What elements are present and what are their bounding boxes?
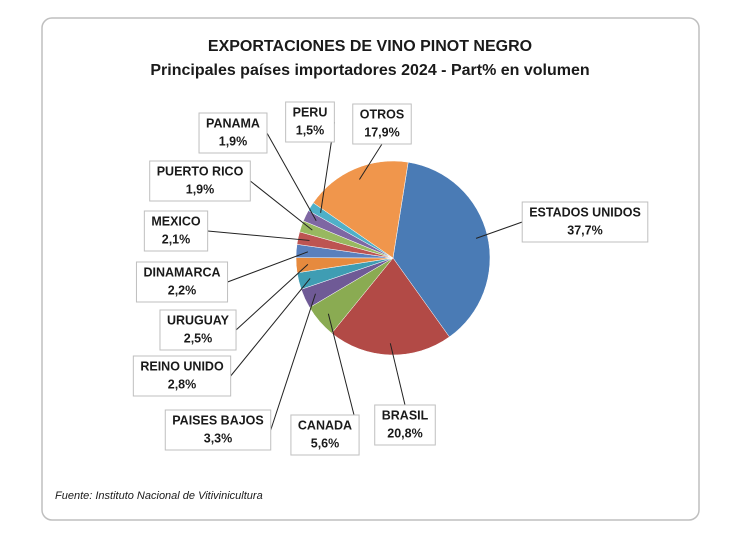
label-name: PANAMA xyxy=(206,116,260,130)
label-box xyxy=(198,112,268,154)
label-value: 2,5% xyxy=(184,331,213,345)
slice-label: PAISES BAJOS 3,3% xyxy=(164,409,272,451)
chart-title: EXPORTACIONES DE VINO PINOT NEGRO xyxy=(208,38,532,55)
leader-line xyxy=(266,132,317,221)
leader-line xyxy=(230,278,311,377)
slice-label: DINAMARCA 2,2% xyxy=(135,261,229,303)
label-value: 2,8% xyxy=(168,377,197,391)
label-box xyxy=(352,103,412,145)
label-box xyxy=(374,404,436,446)
slice-label: PANAMA 1,9% xyxy=(198,112,268,154)
pie-slice xyxy=(312,160,409,259)
slice-label: CANADA 5,6% xyxy=(290,414,360,456)
leader-line xyxy=(207,230,310,241)
slice-label: PUERTO RICO 1,9% xyxy=(149,160,251,202)
label-box xyxy=(285,101,335,143)
label-name: MEXICO xyxy=(151,214,201,228)
label-name: BRASIL xyxy=(382,408,429,422)
slice-label: ESTADOS UNIDOS 37,7% xyxy=(521,201,649,243)
label-box xyxy=(135,261,229,303)
label-box xyxy=(149,160,251,202)
labels: ESTADOS UNIDOS 37,7% BRASIL 20,8% CANADA 5,6%… xyxy=(132,101,649,456)
label-box xyxy=(159,309,237,351)
label-name: CANADA xyxy=(298,418,352,432)
label-box xyxy=(290,414,360,456)
label-value: 17,9% xyxy=(364,125,399,139)
leader-line xyxy=(389,343,406,406)
label-name: OTROS xyxy=(360,107,404,121)
label-value: 1,9% xyxy=(186,182,215,196)
leader-line xyxy=(227,251,309,283)
leader-line xyxy=(249,180,313,231)
label-name: REINO UNIDO xyxy=(140,359,224,373)
label-name: PUERTO RICO xyxy=(157,164,244,178)
slice-label: PERU 1,5% xyxy=(285,101,335,143)
label-box xyxy=(132,355,232,397)
slice-label: REINO UNIDO 2,8% xyxy=(132,355,232,397)
slice-label: URUGUAY 2,5% xyxy=(159,309,237,351)
label-box xyxy=(143,210,209,252)
slice-label: OTROS 17,9% xyxy=(352,103,412,145)
label-box xyxy=(164,409,272,451)
label-name: PERU xyxy=(293,105,328,119)
label-value: 2,2% xyxy=(168,283,197,297)
label-box xyxy=(521,201,649,243)
pie-slice xyxy=(331,257,450,356)
label-name: DINAMARCA xyxy=(143,265,220,279)
leader-line xyxy=(270,293,316,431)
leader-line xyxy=(359,143,383,180)
chart-subtitle: Principales países importadores 2024 - P… xyxy=(150,62,589,79)
slice-label: MEXICO 2,1% xyxy=(143,210,209,252)
slice-label: BRASIL 20,8% xyxy=(374,404,436,446)
label-name: PAISES BAJOS xyxy=(172,413,263,427)
label-name: URUGUAY xyxy=(167,313,230,327)
label-value: 5,6% xyxy=(311,436,340,450)
label-value: 1,9% xyxy=(219,134,248,148)
label-value: 1,5% xyxy=(296,123,325,137)
source-note: Fuente: Instituto Nacional de Vitivinicu… xyxy=(55,490,263,502)
label-value: 3,3% xyxy=(204,431,233,445)
label-value: 2,1% xyxy=(162,232,191,246)
label-value: 20,8% xyxy=(387,426,422,440)
leader-line xyxy=(235,264,309,331)
label-name: ESTADOS UNIDOS xyxy=(529,205,641,219)
pie-slice xyxy=(392,161,491,338)
label-value: 37,7% xyxy=(567,223,602,237)
leader-line xyxy=(475,221,523,239)
